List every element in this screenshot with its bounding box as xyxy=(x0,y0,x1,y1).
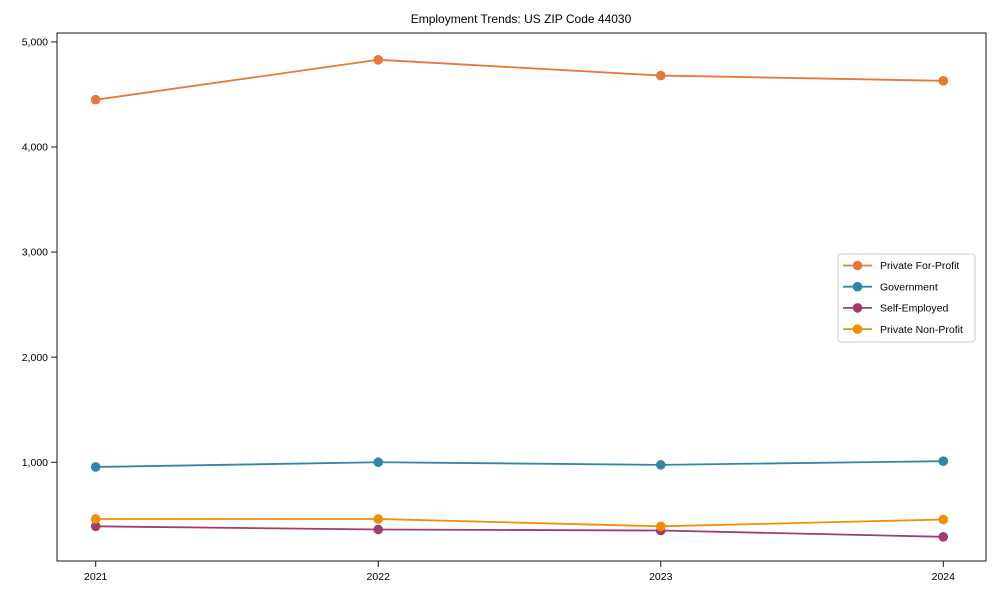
legend-marker xyxy=(852,281,863,292)
series-point-government xyxy=(90,462,101,472)
series-point-private-for-profit xyxy=(655,70,666,81)
legend-marker xyxy=(852,260,863,271)
series-point-private-non-profit xyxy=(90,514,101,524)
series-point-self-employed xyxy=(90,521,101,532)
x-tick-label: 2023 xyxy=(649,571,673,583)
series-point-private-non-profit xyxy=(373,514,384,524)
plot-area: 1,000 2,000 3,000 4,000 5,000 2021 2022 2023 202… xyxy=(22,32,987,583)
x-tick-label: 2024 xyxy=(932,571,956,583)
y-tick-label: 2,000 xyxy=(22,352,48,364)
series-point-private-for-profit xyxy=(373,54,384,65)
x-tick-label: 2021 xyxy=(84,571,108,583)
legend-label: Government xyxy=(880,281,938,293)
series-line-self-employed xyxy=(95,525,944,538)
series-point-private-non-profit xyxy=(938,514,949,525)
series-point-private-non-profit xyxy=(655,521,666,532)
series-point-self-employed xyxy=(938,532,949,542)
x-tick-label: 2022 xyxy=(367,571,391,583)
legend-label: Private Non-Profit xyxy=(880,324,963,336)
y-tick-label: 4,000 xyxy=(22,142,48,154)
chart-title: Employment Trends: US ZIP Code 44030 xyxy=(411,12,632,26)
axes-frame xyxy=(56,32,987,562)
series-point-private-for-profit xyxy=(90,94,101,105)
y-tick-label: 3,000 xyxy=(22,247,48,259)
legend-label: Self-Employed xyxy=(880,303,948,315)
legend-label: Private For-Profit xyxy=(880,260,959,272)
legend-box xyxy=(837,253,976,343)
series-point-private-for-profit xyxy=(938,76,949,86)
series-point-government xyxy=(373,457,384,468)
y-tick-label: 5,000 xyxy=(22,37,48,49)
series-line-private-non-profit xyxy=(95,518,944,528)
series-point-government xyxy=(938,456,949,466)
series-line-private-for-profit xyxy=(95,58,944,101)
legend-marker xyxy=(852,303,863,313)
series-line-government xyxy=(95,460,944,468)
y-tick-label: 1,000 xyxy=(22,457,48,469)
legend-marker xyxy=(852,324,863,334)
series-point-self-employed xyxy=(373,524,384,535)
series-point-government xyxy=(655,460,666,470)
